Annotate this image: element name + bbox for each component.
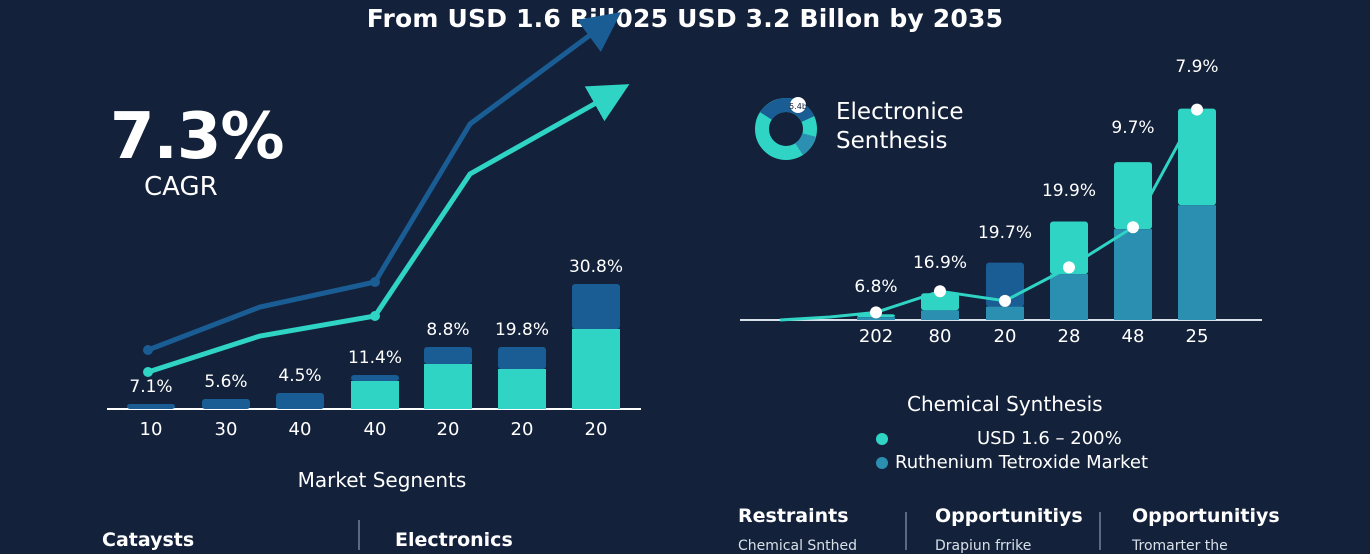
trend-point (143, 367, 153, 377)
x-tick-label: 25 (1186, 326, 1209, 347)
bar-segment-dark (127, 404, 175, 409)
bar-segment-teal (498, 369, 546, 409)
page-title: From USD 1.6 Bill025 USD 3.2 Billon by 2… (366, 4, 1004, 33)
bar-segment-dark (276, 393, 324, 409)
data-label: 19.7% (978, 223, 1032, 243)
data-label: 7.9% (1175, 57, 1218, 77)
cagr-label: CAGR (144, 172, 218, 202)
divider (1099, 512, 1101, 550)
x-tick-label: 10 (140, 419, 163, 440)
donut-chart: 5.4b (755, 97, 817, 160)
x-axis-label: Market Segnents (298, 468, 467, 492)
legend-item: USD 1.6 – 200% (876, 428, 1176, 452)
data-label: 19.9% (1042, 181, 1096, 201)
bar-segment-dark (572, 284, 620, 329)
trend-line (779, 108, 1199, 322)
bar-segment-teal (351, 381, 399, 409)
divider (905, 512, 907, 550)
trend-point (999, 294, 1011, 307)
legend-label: Ruthenium Tetroxide Market (895, 452, 1149, 473)
legend-dot (876, 433, 888, 445)
donut-center-label: 5.4b (789, 102, 807, 111)
trend-point (1127, 221, 1139, 234)
trend-point (370, 311, 380, 321)
data-label: 6.8% (854, 277, 897, 297)
cagr-value: 7.3% (110, 100, 284, 174)
bar-segment-teal (572, 329, 620, 409)
bar-segment-dark (202, 399, 250, 409)
x-tick-label: 40 (289, 419, 312, 440)
bar-segment-dark (498, 347, 546, 369)
opportunities-text-2: Tromarter the (1132, 538, 1228, 554)
data-label: 4.5% (278, 366, 321, 386)
trend-point (1191, 103, 1203, 116)
data-label: 16.9% (913, 253, 967, 273)
trend-point (870, 306, 882, 319)
opportunities-heading-2: Opportunitiys (1132, 505, 1280, 527)
opportunities-text-1: Drapiun frrike (935, 538, 1032, 554)
bar-segment-dark (351, 375, 399, 381)
restraints-text: Chemical Snthed (738, 538, 858, 554)
donut-badge (790, 97, 806, 113)
synthesis-title: Chemical Synthesis (907, 392, 1103, 416)
legend-label: USD 1.6 – 200% (977, 428, 1122, 449)
x-tick-label: 20 (585, 419, 608, 440)
data-label: 8.8% (426, 320, 469, 340)
bar-segment-dark (424, 347, 472, 364)
donut-segment (760, 98, 787, 121)
bar-segment-teal (424, 364, 472, 409)
data-label: 19.8% (495, 320, 549, 340)
bar-segment-top (921, 293, 959, 311)
x-tick-label: 20 (437, 419, 460, 440)
trend-point (1063, 261, 1075, 274)
x-tick-label: 20 (994, 326, 1017, 347)
data-label: 9.7% (1111, 118, 1154, 138)
bar-segment-top (1178, 108, 1216, 206)
trend-line-upper (147, 12, 622, 353)
synthesis-legend: USD 1.6 – 200% Ruthenium Tetroxide Marke… (876, 428, 1176, 476)
donut-label: Electronice Senthesis (836, 99, 964, 154)
bar-segment-bottom (857, 317, 895, 320)
data-label: 7.1% (129, 377, 172, 397)
bar-segment-bottom (986, 306, 1024, 320)
trend-point (370, 277, 380, 287)
x-tick-label: 48 (1122, 326, 1145, 347)
restraints-heading: Restraints (738, 505, 849, 527)
data-label: 5.6% (204, 372, 247, 392)
x-tick-label: 28 (1058, 326, 1081, 347)
cataysts-heading: Cataysts (102, 529, 195, 551)
opportunities-heading-1: Opportunitiys (935, 505, 1083, 527)
data-label: 11.4% (348, 348, 402, 368)
trend-point (143, 345, 153, 355)
electronics-heading: Electronics (395, 529, 513, 551)
x-tick-label: 20 (511, 419, 534, 440)
x-tick-label: 30 (215, 419, 238, 440)
legend-item: Ruthenium Tetroxide Market (876, 452, 1176, 476)
x-tick-label: 202 (859, 326, 893, 347)
legend-dot (876, 457, 888, 469)
x-tick-label: 80 (929, 326, 952, 347)
donut-segment (794, 132, 816, 155)
x-tick-label: 40 (364, 419, 387, 440)
divider (358, 520, 360, 550)
bar-segment-top (1114, 162, 1152, 230)
bar-segment-bottom (1114, 229, 1152, 320)
bar-segment-bottom (1050, 274, 1088, 320)
bar-segment-bottom (1178, 205, 1216, 320)
bar-segment-bottom (921, 310, 959, 320)
trend-point (934, 285, 946, 298)
data-label: 30.8% (569, 257, 623, 277)
